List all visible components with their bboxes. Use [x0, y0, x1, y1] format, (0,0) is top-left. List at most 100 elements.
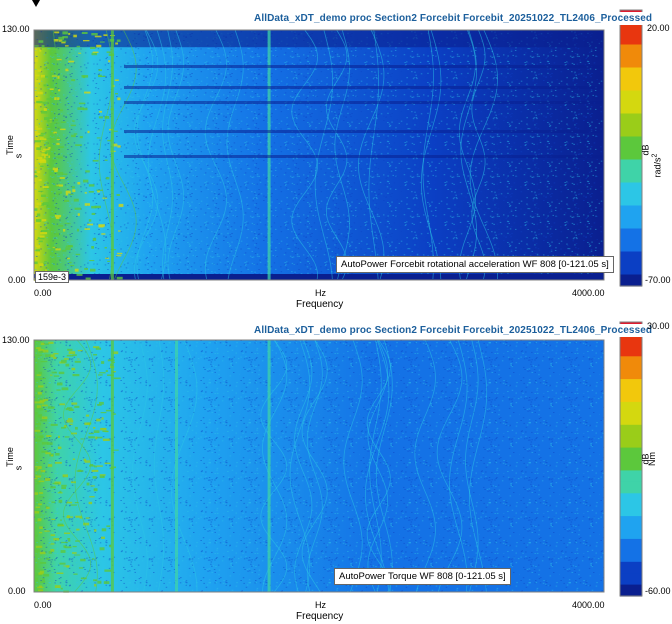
heatmap-cell — [61, 40, 67, 42]
heatmap-cell — [100, 412, 107, 414]
spectrogram-plot-area[interactable] — [33, 29, 605, 283]
heatmap-cell — [78, 102, 86, 105]
heatmap-cell — [66, 501, 73, 504]
harmonic-trace — [294, 339, 313, 593]
heatmap-cell — [61, 541, 68, 544]
heatmap-cell — [57, 523, 64, 526]
harmonic-trace — [422, 29, 434, 280]
spectrogram-plot-area[interactable] — [33, 339, 605, 593]
colorbar-segment — [620, 136, 642, 149]
heatmap-cell — [34, 45, 39, 47]
heatmap-cell — [68, 351, 76, 355]
heatmap-cell — [38, 496, 44, 498]
heatmap-cell — [72, 120, 75, 122]
heatmap-cell — [58, 36, 64, 40]
heatmap-cell — [35, 219, 42, 222]
plot-frame — [33, 29, 605, 281]
heatmap-cell — [34, 161, 37, 163]
heatmap-cell — [96, 436, 103, 439]
heatmap-cell — [56, 193, 60, 196]
heatmap-cell — [35, 378, 42, 381]
heatmap-cell — [113, 377, 121, 380]
heatmap-cell — [65, 193, 68, 196]
heatmap-cell — [98, 69, 102, 72]
heatmap-cell — [64, 532, 70, 534]
heatmap-cell — [34, 401, 41, 404]
heatmap-cell — [104, 116, 110, 119]
heatmap-cell — [56, 58, 62, 61]
heatmap-cell — [94, 583, 97, 587]
colorbar-segment — [620, 516, 642, 529]
harmonic-trace — [306, 339, 323, 593]
heatmap-cell — [49, 88, 54, 90]
heatmap-cell — [35, 132, 40, 135]
heatmap-cell — [38, 589, 44, 592]
harmonic-trace — [133, 29, 159, 280]
heatmap-cell — [84, 268, 88, 270]
heatmap-cell — [106, 51, 112, 53]
heatmap-cell — [75, 253, 81, 256]
heatmap-cell — [37, 91, 43, 95]
heatmap-cell — [47, 204, 51, 207]
heatmap-cell — [38, 179, 42, 181]
heatmap-cell — [79, 517, 83, 519]
heatmap-cell — [43, 148, 50, 151]
heatmap-cell — [113, 130, 118, 132]
heatmap-cell — [40, 580, 46, 583]
heatmap-cell — [112, 351, 119, 355]
heatmap-cell — [41, 45, 45, 48]
harmonic-trace — [62, 339, 92, 593]
heatmap-cell — [36, 170, 41, 174]
heatmap-cell — [58, 371, 65, 375]
heatmap-cell — [58, 225, 64, 227]
heatmap-cell — [101, 536, 105, 539]
heatmap-cell — [39, 401, 44, 404]
harmonic-trace — [420, 29, 442, 280]
heatmap-cell — [38, 398, 43, 401]
colorbar-segment — [620, 148, 642, 161]
y-max-tick: 130.00 — [2, 335, 30, 345]
heatmap-cell — [59, 177, 65, 179]
heatmap-cell — [38, 372, 41, 374]
heatmap-cell — [85, 277, 91, 280]
heatmap-cell — [63, 358, 69, 360]
colorbar-segment — [620, 379, 642, 392]
heatmap-cell — [94, 466, 97, 468]
heatmap-cell — [91, 212, 96, 215]
harmonic-trace — [314, 29, 333, 280]
heatmap-cell — [96, 189, 103, 191]
heatmap-cell — [99, 110, 102, 113]
cursor-marker-icon[interactable] — [32, 0, 40, 7]
heatmap-cell — [57, 136, 60, 139]
heatmap-cell — [44, 530, 50, 532]
heatmap-cell — [116, 255, 122, 257]
harmonic-trace — [301, 339, 328, 593]
heatmap-cell — [43, 398, 49, 401]
heatmap-cell — [81, 75, 89, 78]
heatmap-cell — [60, 128, 66, 131]
heatmap-cell — [102, 438, 110, 441]
heatmap-cell — [41, 132, 46, 135]
heatmap-cell — [42, 75, 49, 78]
heatmap-cell — [45, 269, 48, 271]
spectrogram-top[interactable] — [0, 0, 672, 312]
heatmap-cell — [37, 237, 45, 240]
heatmap-cell — [54, 169, 58, 172]
heatmap-cell — [41, 450, 48, 453]
heatmap-cell — [40, 165, 44, 167]
heatmap-cell — [70, 504, 77, 506]
heatmap-cell — [79, 136, 83, 139]
heatmap-cell — [67, 407, 73, 409]
heatmap-cell — [80, 558, 86, 562]
colorbar-segment — [620, 33, 642, 46]
harmonic-trace — [74, 339, 98, 593]
heatmap-cell — [70, 265, 75, 267]
heatmap-cell — [59, 519, 62, 521]
heatmap-cell — [59, 490, 62, 493]
heatmap-cell — [62, 474, 68, 478]
heatmap-cell — [51, 501, 56, 503]
heatmap-cell — [34, 131, 38, 134]
heatmap-cell — [63, 545, 67, 548]
heatmap-cell — [36, 431, 43, 434]
heatmap-cell — [115, 93, 118, 95]
